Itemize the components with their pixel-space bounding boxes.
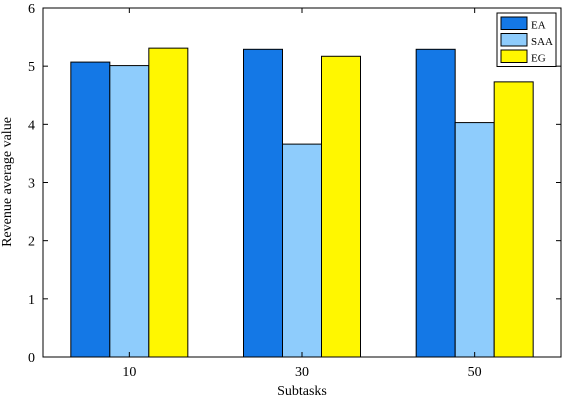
bar-eg-30	[321, 55, 361, 358]
bar-ea-50	[415, 48, 456, 358]
x-axis-label: Subtasks	[277, 384, 327, 399]
y-tick-label: 4	[28, 118, 35, 133]
legend-label-saa: SAA	[531, 36, 553, 48]
bar-saa-50	[454, 122, 495, 358]
bars-layer	[70, 47, 534, 358]
legend: EA SAA EG	[496, 12, 557, 67]
bar-ea-10	[70, 61, 111, 358]
x-tick-label: 50	[468, 365, 482, 380]
y-tick-label: 3	[28, 177, 35, 192]
bar-saa-10	[109, 65, 150, 358]
y-tick-label: 1	[28, 293, 35, 308]
legend-swatch-ea	[500, 16, 528, 30]
y-tick-label: 0	[28, 351, 35, 366]
legend-label-ea: EA	[531, 20, 546, 32]
x-tick-label: 30	[295, 365, 309, 380]
legend-swatch-eg	[500, 49, 528, 63]
bar-eg-50	[493, 81, 534, 358]
y-tick-label: 2	[28, 235, 35, 250]
x-tick-label: 10	[122, 365, 136, 380]
y-tick-label: 6	[28, 2, 35, 17]
legend-label-eg: EG	[531, 53, 546, 65]
y-tick-label: 5	[28, 60, 35, 75]
bar-eg-10	[148, 47, 189, 358]
legend-swatch-saa	[500, 33, 528, 47]
bar-saa-30	[282, 143, 322, 358]
axes-layer: 0 1 2 3 4 5 6 10 30 50	[28, 2, 562, 380]
y-axis-label: Revenue average value	[0, 117, 15, 247]
bar-ea-30	[243, 48, 283, 358]
